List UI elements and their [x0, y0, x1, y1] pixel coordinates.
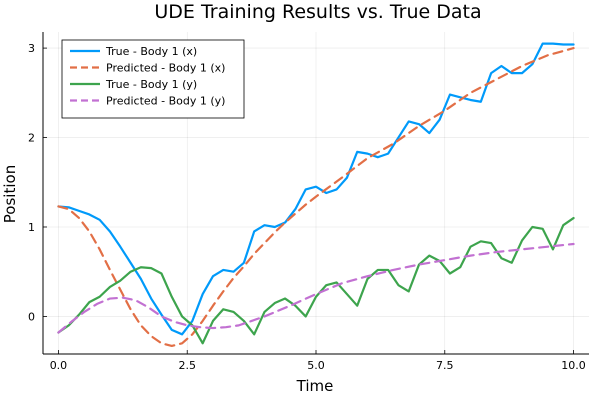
legend-box	[61, 39, 245, 119]
y-tick-label: 2	[28, 132, 35, 145]
y-axis-label: Position	[1, 165, 19, 223]
series-line-3	[57, 216, 575, 345]
legend: True - Body 1 (x) Predicted - Body 1 (x) T…	[61, 39, 245, 119]
x-tick-label: 5.0	[307, 359, 325, 372]
legend-entry-label: True - Body 1 (y)	[105, 78, 197, 91]
series-line-4	[57, 242, 575, 334]
x-tick-label: 2.5	[178, 359, 196, 372]
legend-entry-label: Predicted - Body 1 (y)	[106, 95, 225, 108]
legend-entry-label: Predicted - Body 1 (x)	[106, 62, 225, 75]
y-tick-label: 3	[28, 42, 35, 55]
tick-labels: 0.0 2.5 5.0 7.5 10.0 0 1 2 3	[28, 42, 586, 372]
y-tick-label: 1	[28, 221, 35, 234]
x-tick-label: 7.5	[436, 359, 454, 372]
legend-entry-label: True - Body 1 (x)	[105, 45, 197, 58]
series-line-2	[57, 46, 575, 348]
axes	[42, 32, 589, 355]
x-axis-label: Time	[296, 377, 334, 395]
x-tick-label: 10.0	[561, 359, 586, 372]
chart-title: UDE Training Results vs. True Data	[154, 1, 481, 23]
y-tick-label: 0	[28, 310, 35, 323]
series-lines	[57, 42, 575, 348]
x-tick-label: 0.0	[50, 359, 68, 372]
